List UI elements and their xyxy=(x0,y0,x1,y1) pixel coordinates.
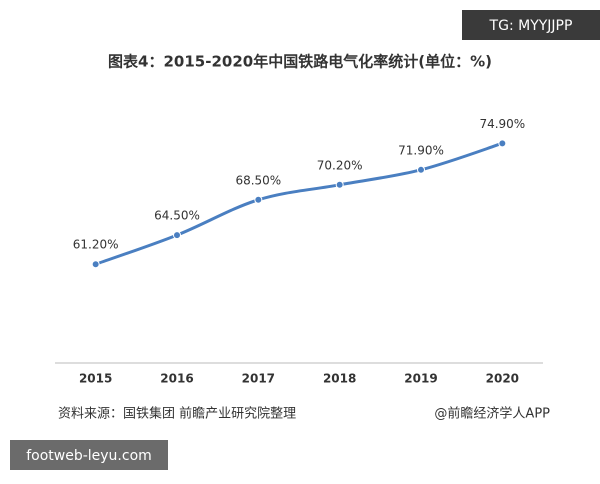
watermark-text: TG: MYYJJPP xyxy=(489,18,573,34)
x-tick-label: 2017 xyxy=(242,372,275,386)
point xyxy=(417,165,425,174)
point xyxy=(91,260,100,269)
value-label: 64.50% xyxy=(154,209,200,223)
value-label: 71.90% xyxy=(398,143,444,157)
watermark-box xyxy=(462,10,600,40)
x-tick-label: 2016 xyxy=(160,372,193,386)
chart-title: 图表4：2015-2020年中国铁路电气化率统计(单位：%) xyxy=(108,53,492,71)
point xyxy=(254,195,263,204)
x-tick-label: 2019 xyxy=(404,372,437,386)
x-tick-label: 2015 xyxy=(79,372,112,386)
credit: @前瞻经济学人APP xyxy=(434,406,550,422)
value-label: 74.90% xyxy=(479,117,525,131)
line xyxy=(95,141,503,266)
point xyxy=(498,139,507,148)
source-note: 资料来源：国铁集团 前瞻产业研究院整理 xyxy=(58,406,296,422)
watermark-box xyxy=(10,440,168,470)
value-label: 70.20% xyxy=(317,158,363,172)
value-label: 61.20% xyxy=(73,238,119,252)
point xyxy=(335,180,344,189)
x-tick-label: 2020 xyxy=(486,372,519,386)
value-label: 68.50% xyxy=(235,173,281,187)
watermark-text: footweb-leyu.com xyxy=(26,448,152,464)
point xyxy=(173,231,181,240)
x-tick-label: 2018 xyxy=(323,372,356,386)
